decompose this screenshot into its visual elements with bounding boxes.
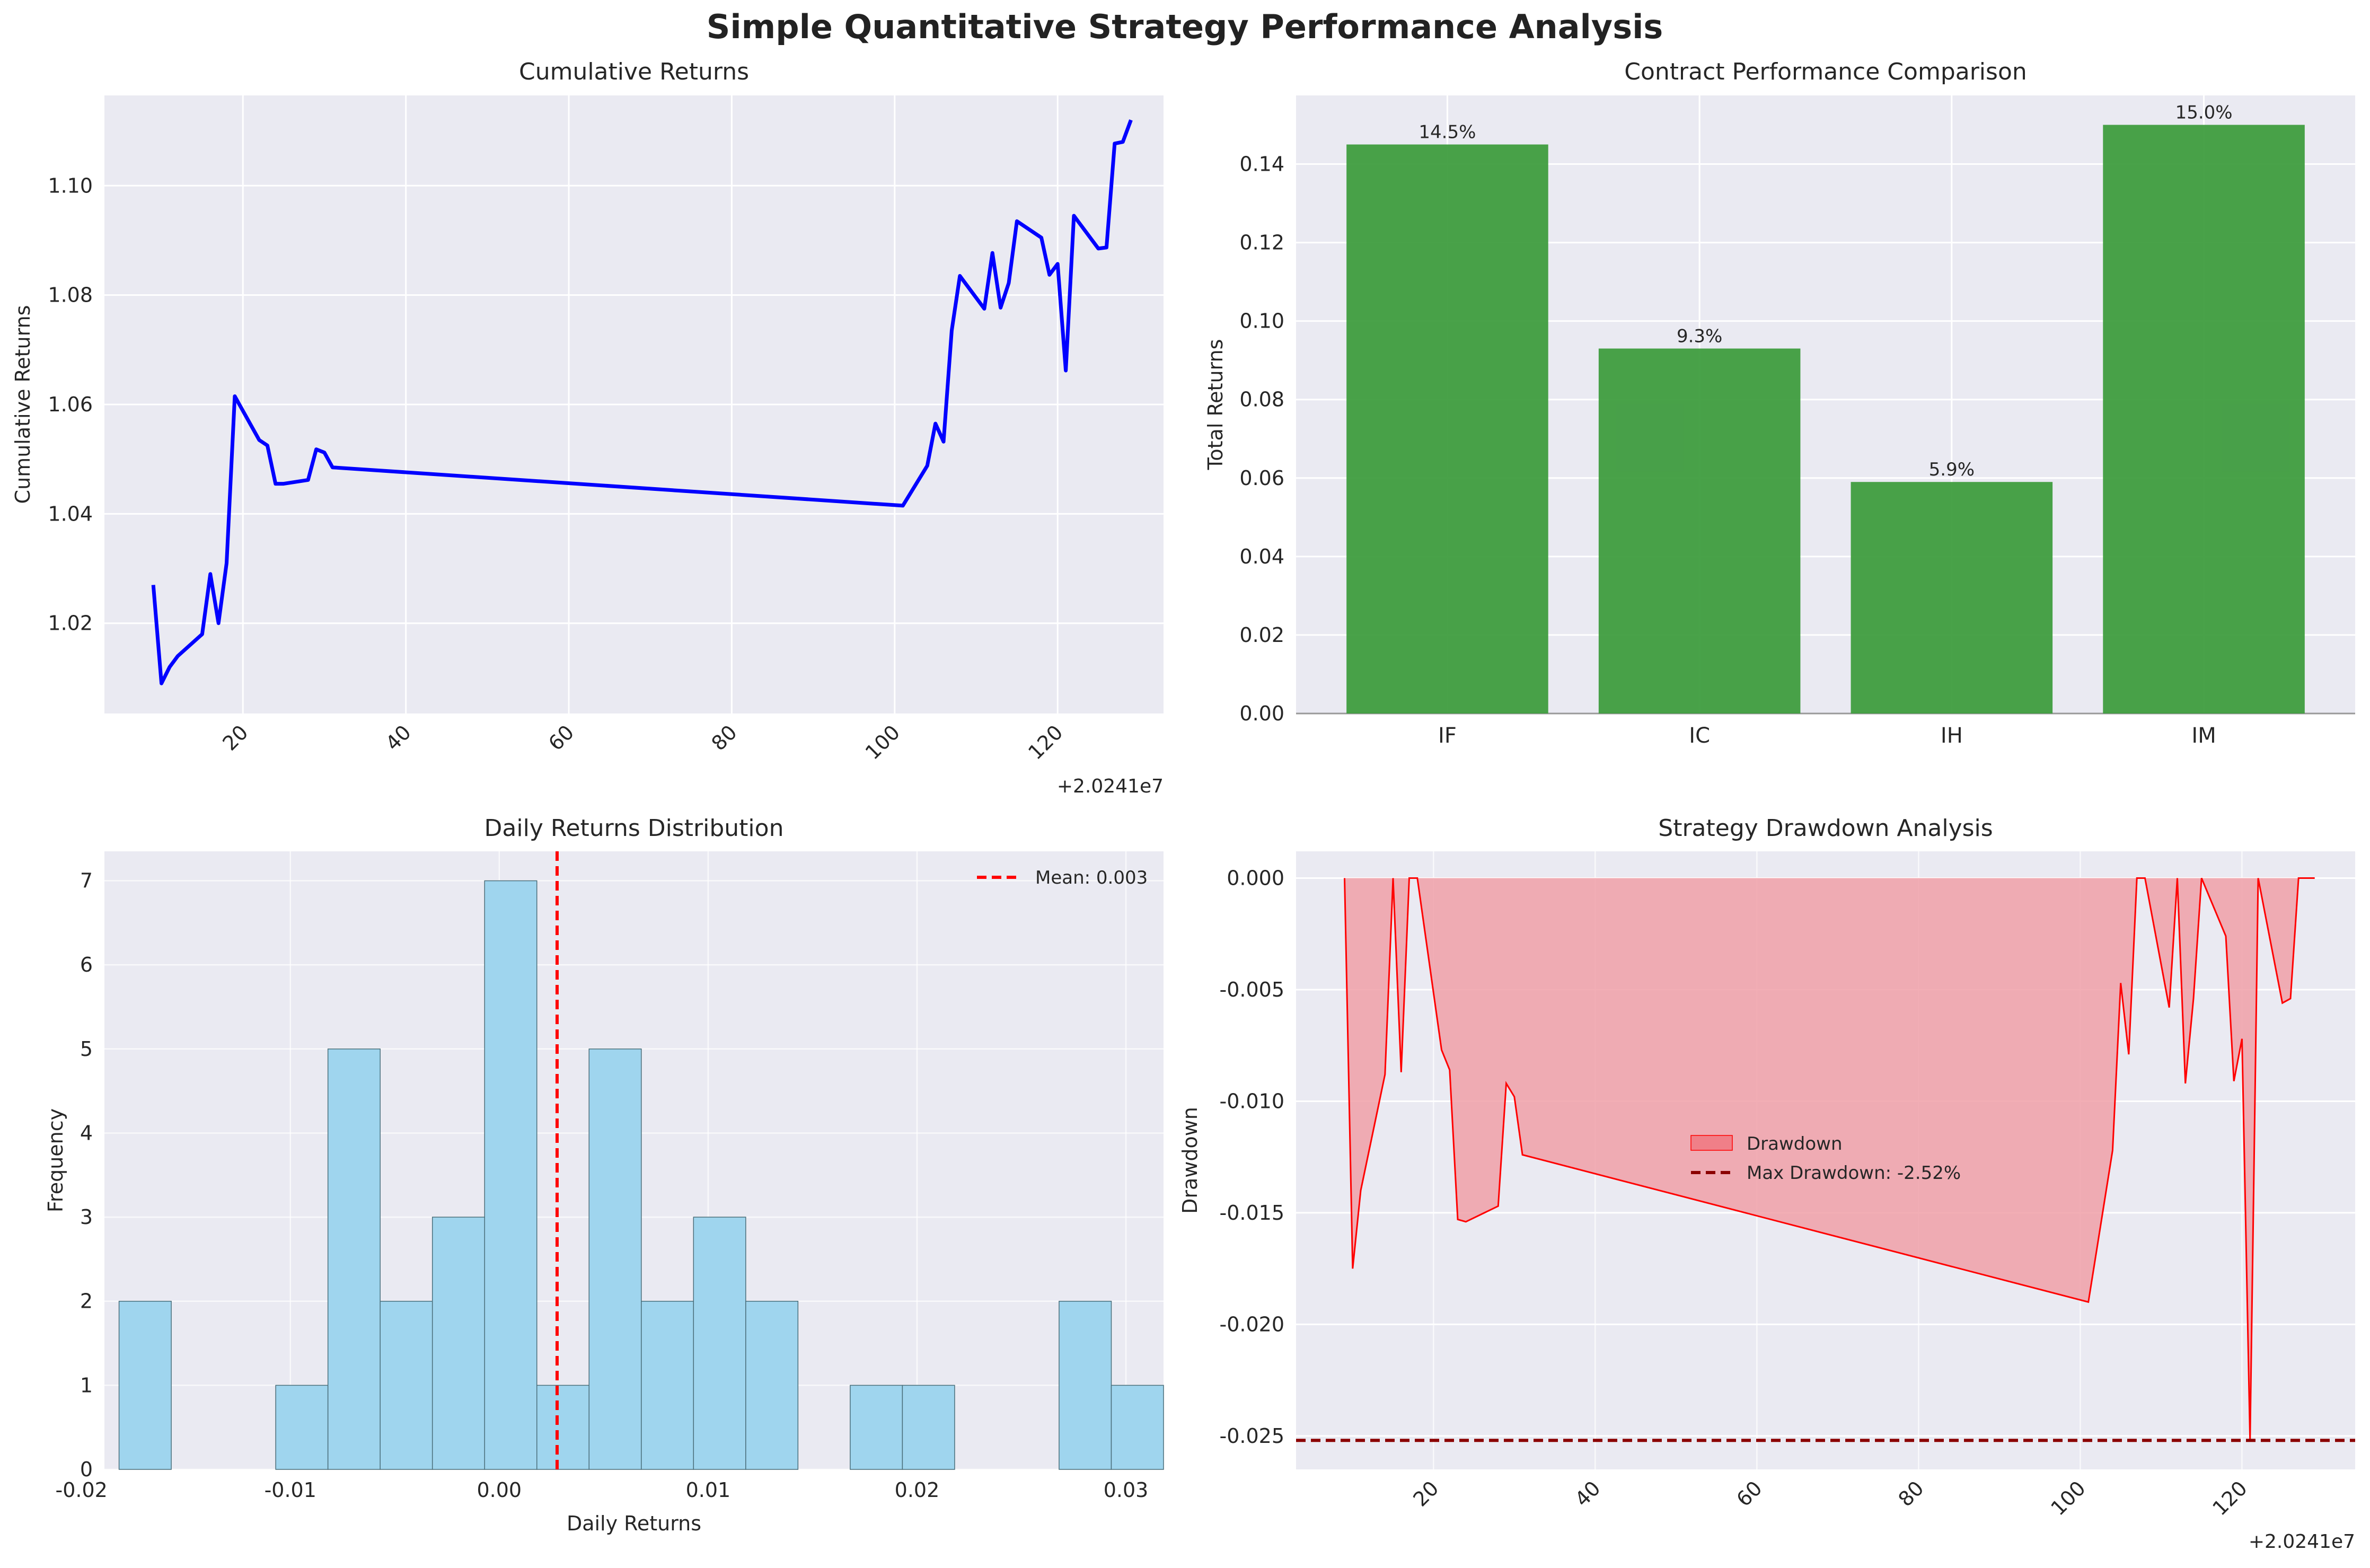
contracts-xtick-label: IM — [2191, 724, 2216, 748]
histogram-bar — [536, 1385, 590, 1470]
histogram-ylabel: Frequency — [44, 1108, 67, 1212]
panel-drawdown-analysis: 0.000 -0.005 -0.010 -0.015 -0.020 -0.025 20 40 6… — [1178, 815, 2355, 1553]
histogram-ytick-label: 5 — [80, 1037, 93, 1061]
contracts-ytick-label: 0.14 — [1239, 153, 1284, 176]
bar-value-label: 5.9% — [1929, 459, 1975, 480]
histogram-bar — [380, 1300, 433, 1470]
histogram-ytick-label: 3 — [80, 1205, 93, 1229]
contracts-ylabel: Total Returns — [1204, 339, 1227, 471]
contracts-xtick-label: IF — [1438, 724, 1457, 748]
cumulative-returns-line — [151, 119, 1133, 685]
cumulative-ytick-label: 1.02 — [48, 612, 93, 635]
cumulative-ytick-label: 1.08 — [48, 284, 93, 307]
histogram-bar — [850, 1385, 903, 1470]
drawdown-xtick-label: 120 — [2208, 1476, 2251, 1520]
histogram-ytick-label: 6 — [80, 953, 93, 976]
drawdown-xtick-label: 80 — [1893, 1476, 1928, 1511]
figure-suptitle: Simple Quantitative Strategy Performance… — [707, 7, 1663, 46]
histogram-bar — [484, 880, 538, 1470]
drawdown-legend: Drawdown Max Drawdown: -2.52% — [1690, 1133, 1961, 1184]
histogram-bar — [745, 1300, 799, 1470]
panel-cumulative-returns: 1.02 1.04 1.06 1.08 1.10 20 40 60 80 100 120 Cumul… — [11, 58, 1164, 797]
histogram-bar — [118, 1300, 172, 1470]
drawdown-xtick-label: 60 — [1732, 1476, 1766, 1511]
contracts-title: Contract Performance Comparison — [1624, 58, 2027, 85]
panel-daily-returns-distribution: 0 1 2 3 4 5 6 7 -0.02 -0.01 0.00 0.01 0.02 0.03 Daily… — [44, 815, 1164, 1535]
histogram-bar — [327, 1049, 381, 1470]
histogram-ytick-label: 7 — [80, 869, 93, 893]
histogram-bar — [902, 1385, 955, 1470]
cumulative-xtick-label: 80 — [707, 720, 741, 755]
histogram-xtick-label: 0.01 — [686, 1478, 731, 1502]
histogram-legend: Mean: 0.003 — [977, 867, 1148, 888]
bar-value-label: 9.3% — [1677, 326, 1722, 347]
histogram-bar — [693, 1217, 746, 1470]
cumulative-ytick-label: 1.10 — [48, 174, 93, 197]
cumulative-ytick-label: 1.04 — [48, 502, 93, 525]
drawdown-ytick-label: -0.005 — [1220, 978, 1285, 1001]
max-drawdown-legend-label: Max Drawdown: -2.52% — [1747, 1162, 1961, 1184]
cumulative-title: Cumulative Returns — [519, 58, 749, 85]
contracts-xtick-label: IH — [1941, 724, 1963, 748]
histogram-ytick-label: 4 — [80, 1121, 93, 1144]
contracts-xtick-label: IC — [1689, 724, 1710, 748]
cumulative-ytick-label: 1.06 — [48, 393, 93, 416]
mean-legend-label: Mean: 0.003 — [1035, 867, 1148, 888]
contracts-ytick-label: 0.00 — [1239, 702, 1284, 725]
histogram-xlabel: Daily Returns — [567, 1512, 701, 1535]
drawdown-area — [1344, 878, 2315, 1441]
cumulative-xtick-label: 100 — [861, 720, 904, 764]
drawdown-ytick-label: -0.010 — [1220, 1089, 1285, 1113]
cumulative-xtick-label: 60 — [544, 720, 578, 755]
drawdown-legend-label: Drawdown — [1747, 1133, 1843, 1155]
drawdown-ytick-label: -0.025 — [1220, 1424, 1285, 1448]
cumulative-xtick-label: 120 — [1024, 720, 1067, 764]
histogram-bar — [431, 1217, 485, 1470]
drawdown-xtick-label: 40 — [1570, 1476, 1605, 1511]
drawdown-ytick-label: -0.020 — [1220, 1312, 1285, 1336]
histogram-ytick-label: 2 — [80, 1290, 93, 1313]
bar-im — [2103, 125, 2305, 713]
cumulative-xtick-label: 20 — [218, 720, 252, 755]
histogram-xtick-label: -0.02 — [55, 1478, 107, 1502]
drawdown-x-offset: +2.0241e7 — [2249, 1531, 2355, 1553]
histogram-ytick-label: 1 — [80, 1373, 93, 1397]
bar-value-label: 15.0% — [2175, 102, 2233, 124]
histogram-xtick-label: -0.01 — [265, 1478, 316, 1502]
drawdown-title: Strategy Drawdown Analysis — [1658, 815, 1993, 842]
cumulative-xtick-label: 40 — [381, 720, 416, 755]
cumulative-ylabel: Cumulative Returns — [11, 305, 34, 504]
drawdown-ytick-label: 0.000 — [1227, 867, 1284, 890]
histogram-xtick-label: 0.03 — [1104, 1478, 1149, 1502]
drawdown-ylabel: Drawdown — [1178, 1107, 1202, 1214]
bar-value-label: 14.5% — [1419, 122, 1476, 143]
contracts-ytick-label: 0.02 — [1239, 623, 1284, 647]
drawdown-ytick-label: -0.015 — [1220, 1201, 1285, 1225]
histogram-bar — [1111, 1385, 1164, 1470]
histogram-title: Daily Returns Distribution — [484, 815, 784, 842]
contracts-ytick-label: 0.08 — [1239, 388, 1284, 411]
contracts-ytick-label: 0.12 — [1239, 231, 1284, 254]
contracts-ytick-label: 0.06 — [1239, 466, 1284, 490]
drawdown-xtick-label: 100 — [2046, 1476, 2090, 1520]
histogram-xtick-label: 0.00 — [477, 1478, 522, 1502]
contracts-ytick-label: 0.10 — [1239, 310, 1284, 333]
histogram-ytick-label: 0 — [80, 1458, 93, 1481]
panel-contract-performance: 14.5% 9.3% 5.9% 15.0% 0.00 0.02 0.04 0.06 0.08 0.… — [1204, 58, 2355, 748]
cumulative-x-offset: +2.0241e7 — [1057, 776, 1164, 797]
contracts-ytick-label: 0.04 — [1239, 545, 1284, 568]
bar-ic — [1598, 348, 1801, 713]
drawdown-xtick-label: 20 — [1408, 1476, 1443, 1511]
histogram-bar — [588, 1049, 642, 1470]
drawdown-legend-swatch — [1690, 1135, 1733, 1151]
histogram-bar — [641, 1300, 694, 1470]
bar-if — [1346, 144, 1548, 713]
histogram-xtick-label: 0.02 — [895, 1478, 940, 1502]
histogram-bar — [275, 1385, 329, 1470]
bar-ih — [1851, 482, 2053, 713]
histogram-bar — [1059, 1300, 1112, 1470]
